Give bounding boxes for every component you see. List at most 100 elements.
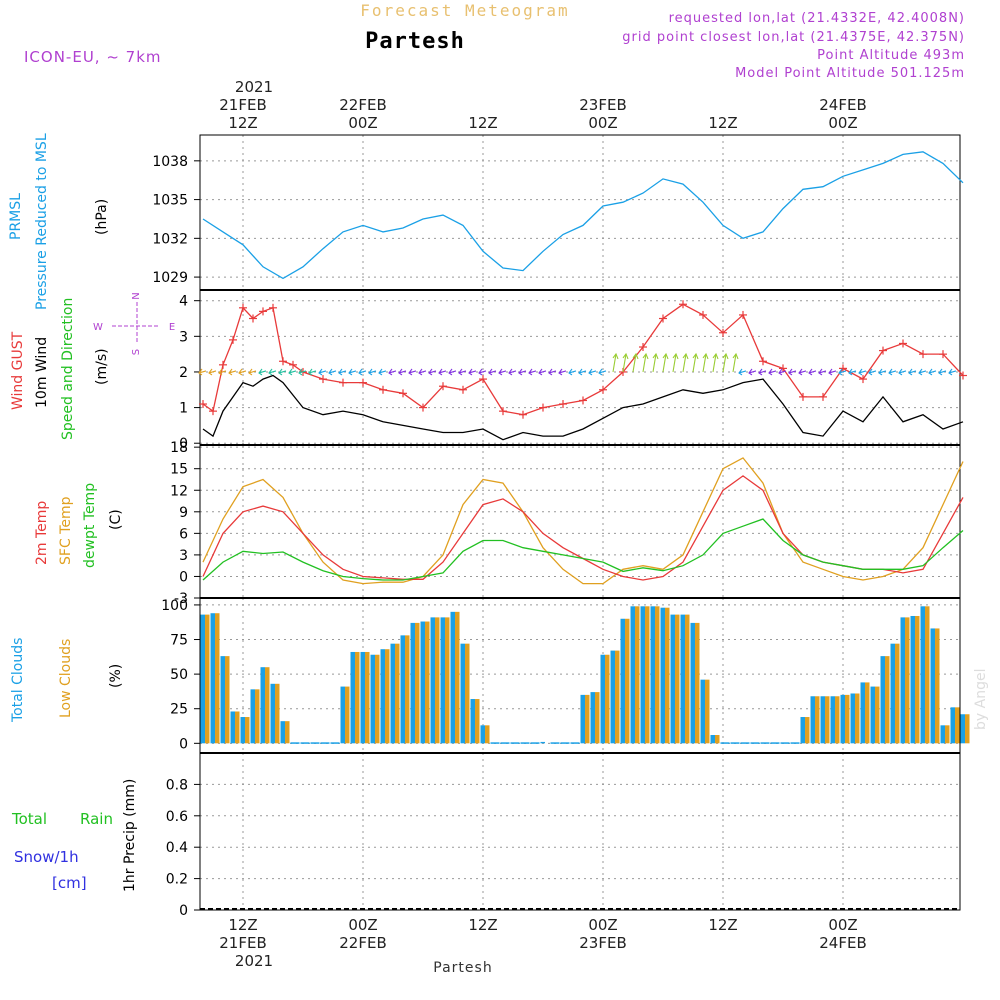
wind-arrow bbox=[198, 368, 207, 376]
gust-marker bbox=[289, 360, 297, 369]
low-cloud-bar bbox=[585, 694, 590, 744]
wind-arrow-shaft bbox=[538, 370, 547, 374]
gust-marker bbox=[859, 375, 867, 384]
low-cloud-bar bbox=[605, 654, 610, 744]
total-cloud-bar bbox=[790, 742, 800, 744]
wind-arrow-head bbox=[858, 368, 863, 376]
wind-arrow bbox=[748, 368, 757, 376]
bottom-date-label: 21FEB bbox=[219, 934, 266, 952]
low-cloud-bar bbox=[915, 615, 920, 744]
low-cloud-bar bbox=[225, 656, 230, 744]
total-cloud-bar bbox=[710, 735, 715, 744]
pressure-tick-label: 1032 bbox=[152, 231, 188, 247]
wind-arrow bbox=[398, 368, 407, 376]
wind-arrow-shaft bbox=[288, 370, 297, 374]
wind-arrow bbox=[528, 368, 537, 376]
total-cloud-bar bbox=[890, 643, 895, 744]
total-cloud-bar bbox=[310, 742, 320, 744]
wind-arrow-head bbox=[528, 368, 533, 376]
wind-arrow-head bbox=[868, 368, 873, 376]
wind-arrow-shaft bbox=[622, 353, 627, 373]
wind-arrow-head bbox=[448, 368, 453, 376]
wind-arrow-shaft bbox=[598, 370, 607, 374]
total-cloud-bar bbox=[830, 696, 835, 744]
wind-arrow-head bbox=[318, 368, 323, 376]
wind-arrow-shaft bbox=[298, 370, 307, 374]
low-cloud-bar bbox=[405, 635, 410, 744]
wind-arrow bbox=[568, 368, 577, 376]
low-cloud-bar bbox=[685, 614, 690, 744]
wind-arrow-shaft bbox=[938, 370, 947, 374]
wind-arrow bbox=[732, 352, 739, 373]
wind-tick-label: 2 bbox=[179, 365, 188, 381]
low-cloud-bar bbox=[345, 686, 350, 744]
low-cloud-bar bbox=[625, 618, 630, 744]
total-cloud-bar bbox=[250, 689, 255, 744]
wind-arrow bbox=[438, 368, 447, 376]
total-cloud-bar bbox=[380, 649, 385, 744]
total-cloud-bar bbox=[860, 682, 865, 744]
wind-arrow-head bbox=[438, 368, 443, 376]
wind-arrow bbox=[858, 368, 867, 376]
temp-tick-label: 9 bbox=[179, 505, 188, 521]
wind-arrow-shaft bbox=[358, 370, 367, 374]
bottom-hour-label: 12Z bbox=[228, 916, 257, 934]
wind-arrow-shaft bbox=[652, 353, 657, 373]
wind-arrow-head bbox=[298, 368, 303, 376]
wind-arrow-head bbox=[828, 368, 833, 376]
wind-arrow-shaft bbox=[268, 370, 277, 374]
wind-arrow bbox=[258, 368, 267, 376]
wind-frame bbox=[199, 289, 961, 446]
low-cloud-bar bbox=[385, 649, 390, 744]
wind-arrow bbox=[218, 368, 227, 376]
precip-snow-label: Snow/1h bbox=[14, 848, 79, 866]
wind-arrow bbox=[682, 352, 689, 373]
wind-tick-label: 4 bbox=[179, 294, 188, 310]
gust-marker bbox=[439, 382, 447, 391]
bottom-date-label: 24FEB bbox=[819, 934, 866, 952]
total-cloud-bar bbox=[330, 742, 340, 744]
prmsl-label: PRMSL bbox=[8, 193, 24, 240]
wind-arrow bbox=[868, 368, 877, 376]
wind-arrow-head bbox=[808, 368, 813, 376]
low-cloud-bar bbox=[855, 693, 860, 744]
dewpt-line bbox=[202, 518, 964, 581]
wind-arrow-head bbox=[408, 368, 413, 376]
temp-frame bbox=[199, 444, 961, 599]
gust-marker bbox=[799, 392, 807, 401]
wind-arrow-shaft bbox=[508, 370, 517, 374]
total-cloud-bar bbox=[670, 614, 675, 744]
wind-arrow bbox=[388, 368, 397, 376]
wind-arrow bbox=[758, 368, 767, 376]
wind-arrow-shaft bbox=[722, 353, 727, 373]
clouds-tick-label: 50 bbox=[170, 667, 188, 683]
dewpt-label: dewpt Temp bbox=[82, 483, 98, 568]
gust-marker bbox=[679, 300, 687, 309]
wind-arrow-shaft bbox=[588, 370, 597, 374]
wind-arrow-head bbox=[878, 368, 883, 376]
low-cloud-bar bbox=[925, 606, 930, 744]
wind-arrow-shaft bbox=[798, 370, 807, 374]
wind-arrow-shaft bbox=[368, 370, 377, 374]
wind-arrow-shaft bbox=[378, 370, 387, 374]
low-cloud-bar bbox=[395, 643, 400, 744]
gust-marker bbox=[639, 343, 647, 352]
wind-arrow-head bbox=[378, 368, 383, 376]
wind-arrow-head bbox=[588, 368, 593, 376]
top-hour-label: 00Z bbox=[828, 114, 857, 132]
wind-arrow bbox=[348, 368, 357, 376]
total-cloud-bar bbox=[540, 741, 545, 744]
total-cloud-bar bbox=[690, 622, 695, 744]
wind-arrow bbox=[318, 368, 327, 376]
total-cloud-bar bbox=[640, 606, 645, 744]
wind-arrow-head bbox=[368, 368, 373, 376]
wind-arrow bbox=[538, 368, 547, 376]
wind-arrow-shaft bbox=[868, 370, 877, 374]
wind-arrow bbox=[828, 368, 837, 376]
clouds-tick-label: 25 bbox=[170, 702, 188, 718]
wind-arrow-head bbox=[518, 368, 523, 376]
low-cloud-bar bbox=[425, 621, 430, 744]
wind-arrow bbox=[508, 368, 517, 376]
